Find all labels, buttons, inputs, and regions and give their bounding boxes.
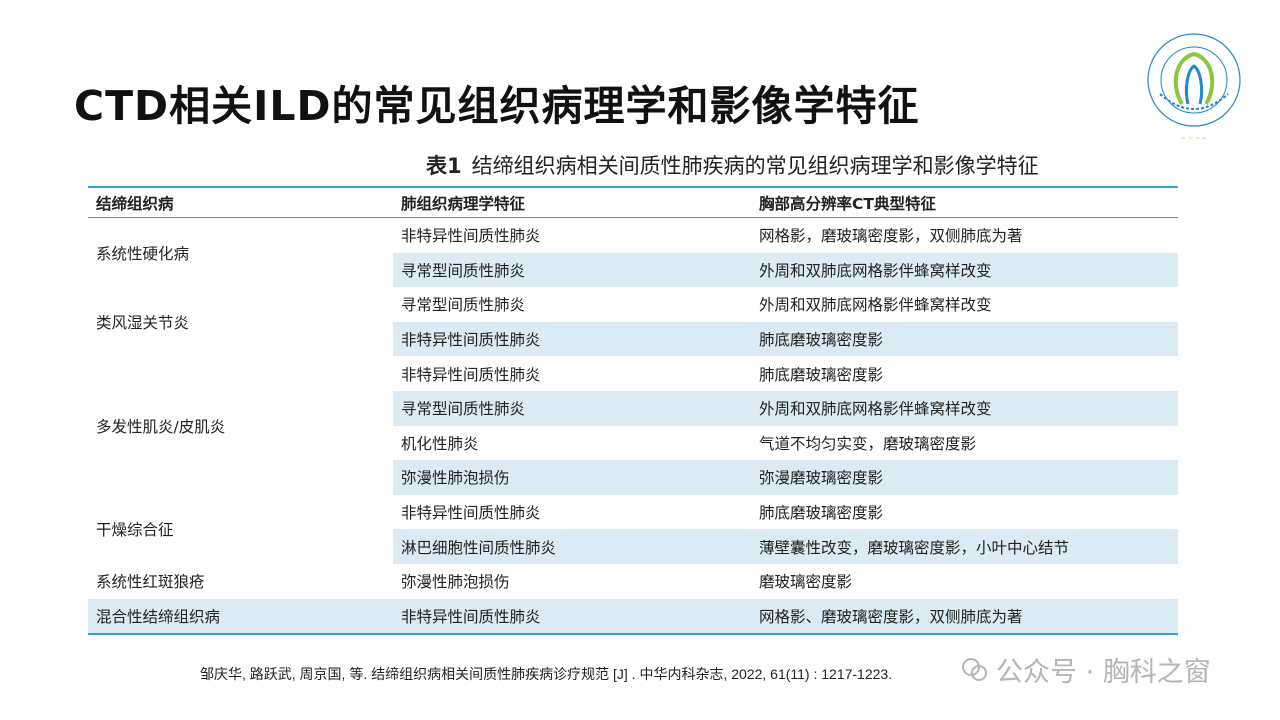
pathology-cell: 寻常型间质性肺炎 — [401, 296, 526, 315]
pathology-cell: 非特异性间质性肺炎 — [401, 227, 541, 246]
ct-feature-cell: 肺底磨玻璃密度影 — [751, 321, 1178, 357]
table-row: 系统性红斑狼疮 弥漫性肺泡损伤 磨玻璃密度影 — [88, 564, 1178, 599]
pathology-cell: 寻常型间质性肺炎 — [393, 390, 751, 426]
disease-cell: 干燥综合征 — [96, 521, 174, 540]
table-caption: 表1 结缔组织病相关间质性肺疾病的常见组织病理学和影像学特征 — [426, 150, 1039, 180]
pathology-cell: 淋巴细胞性间质性肺炎 — [393, 529, 751, 564]
wechat-icon — [962, 657, 987, 681]
pathology-cell: 弥漫性肺泡损伤 — [401, 573, 510, 592]
table-row: 类风湿关节炎 寻常型间质性肺炎 外周和双肺底网格影伴蜂窝样改变 — [88, 287, 1178, 331]
table-caption-text: 结缔组织病相关间质性肺疾病的常见组织病理学和影像学特征 — [471, 154, 1039, 178]
organization-logo: ~ ~ ~ ~ — [1142, 24, 1250, 144]
table-row: 寻常型间质性肺炎 外周和双肺底网格影伴蜂窝样改变 — [88, 252, 1178, 288]
ct-feature-cell: 弥漫磨玻璃密度影 — [751, 460, 1178, 495]
disease-cell: 类风湿关节炎 — [96, 313, 190, 332]
table-row: 寻常型间质性肺炎 外周和双肺底网格影伴蜂窝样改变 — [88, 390, 1178, 426]
table-row: 多发性肌炎/皮肌炎 非特异性间质性肺炎 肺底磨玻璃密度影 — [88, 356, 1178, 436]
ct-feature-cell: 网格影、磨玻璃密度影，双侧肺底为著 — [751, 598, 1178, 635]
ct-feature-cell: 肺底磨玻璃密度影 — [759, 365, 884, 384]
watermark-text: 公众号 · 胸科之窗 — [996, 657, 1211, 688]
disease-cell: 多发性肌炎/皮肌炎 — [96, 417, 226, 436]
table-row: 系统性硬化病 非特异性间质性肺炎 网格影，磨玻璃密度影，双侧肺底为著 — [88, 218, 1178, 262]
ct-feature-cell: 网格影，磨玻璃密度影，双侧肺底为著 — [759, 227, 1023, 246]
ct-feature-cell: 肺底磨玻璃密度影 — [759, 504, 884, 523]
pathology-cell: 非特异性间质性肺炎 — [393, 598, 751, 635]
table-row: 弥漫性肺泡损伤 弥漫磨玻璃密度影 — [88, 460, 1178, 495]
header-disease: 结缔组织病 — [88, 187, 393, 218]
ct-feature-cell: 外周和双肺底网格影伴蜂窝样改变 — [751, 252, 1178, 288]
disease-cell: 混合性结缔组织病 — [88, 598, 393, 635]
ctd-ild-table: 结缔组织病 肺组织病理学特征 胸部高分辨率CT典型特征 系统性硬化病非特异性间质… — [88, 186, 1178, 636]
logo-emblem-icon: ~ ~ ~ ~ — [1147, 33, 1241, 142]
table-row: 混合性结缔组织病 非特异性间质性肺炎 网格影、磨玻璃密度影，双侧肺底为著 — [88, 598, 1178, 635]
pathology-cell: 机化性肺炎 — [401, 434, 479, 453]
table-caption-prefix: 表1 — [426, 154, 462, 178]
pathology-cell: 弥漫性肺泡损伤 — [393, 460, 751, 495]
table-row: 机化性肺炎 气道不均匀实变，磨玻璃密度影 — [88, 426, 1178, 461]
ct-feature-cell: 磨玻璃密度影 — [759, 573, 853, 592]
ct-feature-cell: 薄壁囊性改变，磨玻璃密度影，小叶中心结节 — [751, 529, 1178, 564]
reference-citation: 邹庆华, 路跃武, 周京国, 等. 结缔组织病相关间质性肺疾病诊疗规范 [J] … — [200, 666, 893, 682]
pathology-cell: 非特异性间质性肺炎 — [393, 321, 751, 357]
table-row: 淋巴细胞性间质性肺炎 薄壁囊性改变，磨玻璃密度影，小叶中心结节 — [88, 529, 1178, 564]
pathology-cell: 寻常型间质性肺炎 — [393, 252, 751, 288]
slide-title: CTD相关ILD的常见组织病理学和影像学特征 — [74, 82, 920, 130]
disease-cell: 系统性硬化病 — [96, 244, 190, 263]
table-row: 干燥综合征 非特异性间质性肺炎 肺底磨玻璃密度影 — [88, 495, 1178, 539]
ct-feature-cell: 外周和双肺底网格影伴蜂窝样改变 — [759, 296, 992, 315]
pathology-cell: 非特异性间质性肺炎 — [401, 504, 541, 523]
disease-cell: 系统性红斑狼疮 — [96, 573, 205, 592]
header-ct: 胸部高分辨率CT典型特征 — [751, 187, 1178, 218]
wechat-watermark: 公众号 · 胸科之窗 — [960, 650, 1211, 689]
ct-feature-cell: 外周和双肺底网格影伴蜂窝样改变 — [751, 390, 1178, 426]
table-header-row: 结缔组织病 肺组织病理学特征 胸部高分辨率CT典型特征 — [88, 187, 1178, 218]
ct-feature-cell: 气道不均匀实变，磨玻璃密度影 — [759, 434, 977, 453]
table-container: 结缔组织病 肺组织病理学特征 胸部高分辨率CT典型特征 系统性硬化病非特异性间质… — [88, 186, 1178, 636]
header-pathology: 肺组织病理学特征 — [393, 187, 751, 218]
table-row: 非特异性间质性肺炎 肺底磨玻璃密度影 — [88, 321, 1178, 357]
svg-text:~ ~ ~ ~: ~ ~ ~ ~ — [1181, 135, 1207, 142]
pathology-cell: 非特异性间质性肺炎 — [401, 365, 541, 384]
